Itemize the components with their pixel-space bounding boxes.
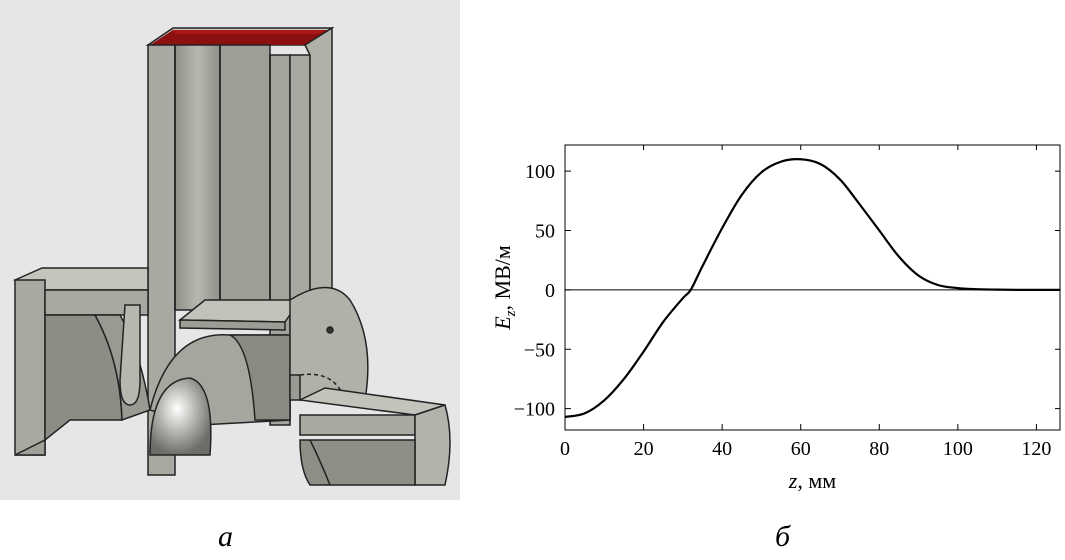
center-cavity [149,299,302,456]
x-tick-label: 20 [634,438,654,460]
x-tick-label: 120 [1021,438,1051,460]
dome-surface [149,377,212,456]
x-tick-label: 0 [560,438,570,460]
y-tick-label: 0 [545,280,555,302]
y-ticks: −100 −50 0 50 100 [514,161,1060,421]
y-axis-title: Ez, МВ/м [490,245,519,331]
x-tick-label: 80 [869,438,889,460]
x-tick-label: 60 [791,438,811,460]
x-tick-label: 40 [712,438,732,460]
series-line [564,158,1060,419]
x-axis-title: z, мм [788,468,836,493]
y-tick-label: −50 [524,339,555,361]
plot-frame [564,144,1061,431]
top-box [145,26,335,476]
cavity-model-svg [0,0,460,500]
chart-svg: 0 20 40 60 80 100 120 −100 −50 0 50 100 z, мм Ez, … [490,144,1061,493]
cavity-3d-render [0,0,460,500]
field-profile-chart: 0 20 40 60 80 100 120 −100 −50 0 50 100 z, мм Ez, … [470,110,1065,510]
y-tick-label: 100 [525,161,555,183]
left-arm [12,267,151,456]
caption-a: а [218,520,233,553]
y-tick-label: 50 [535,221,555,243]
y-tick-label: −100 [514,399,555,421]
x-ticks: 0 20 40 60 80 100 120 [560,145,1051,460]
x-tick-label: 100 [943,438,973,460]
right-arm [289,286,451,486]
caption-b: б [775,520,791,553]
